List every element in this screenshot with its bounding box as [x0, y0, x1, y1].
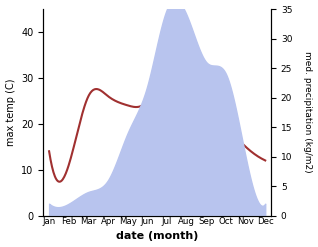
X-axis label: date (month): date (month)	[116, 231, 198, 242]
Y-axis label: med. precipitation (kg/m2): med. precipitation (kg/m2)	[303, 51, 313, 173]
Y-axis label: max temp (C): max temp (C)	[5, 79, 16, 146]
